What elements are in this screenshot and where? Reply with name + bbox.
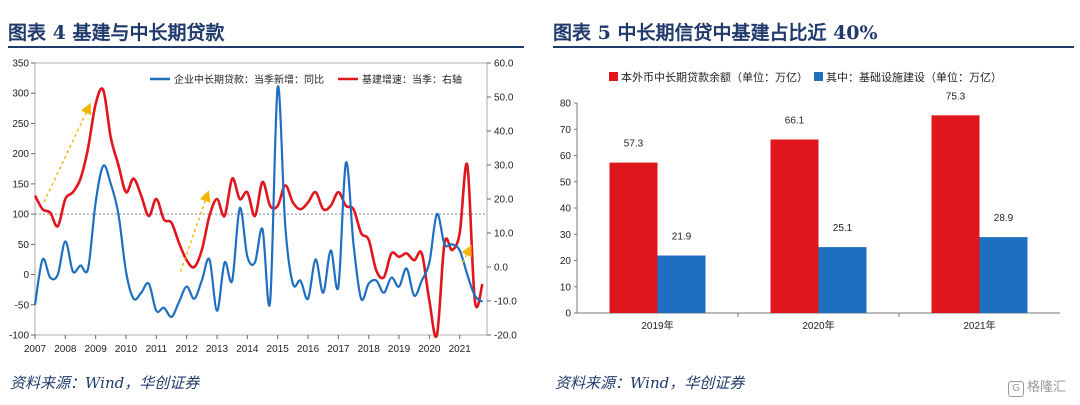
x-axis-tick-label: 2016 bbox=[297, 344, 320, 355]
infrastructure-loan-line-chart: -100 -50 0 50 100 150 200 250 300 350 -20.0 -10.0 0.… bbox=[9, 59, 517, 356]
x-axis-tick-label: 2008 bbox=[54, 344, 77, 355]
plot-frame bbox=[34, 62, 488, 336]
left-axis-tick-label: -50 bbox=[15, 300, 30, 311]
y-axis-tick-label: 80 bbox=[560, 99, 572, 110]
x-axis-tick-label: 2009 bbox=[85, 344, 108, 355]
bar-data-label: 25.1 bbox=[833, 223, 853, 234]
trend-arrow bbox=[179, 190, 211, 272]
left-axis-tick-label: 350 bbox=[12, 59, 29, 70]
trend-arrow bbox=[43, 102, 92, 203]
right-axis-tick-label: -20.0 bbox=[494, 331, 517, 342]
left-axis-tick-label: 50 bbox=[18, 240, 30, 251]
total-loan-bar bbox=[931, 115, 980, 314]
right-axis-tick-label: 0.0 bbox=[494, 263, 508, 274]
y-axis-tick-label: 50 bbox=[560, 177, 572, 188]
right-axis-tick-label: 30.0 bbox=[494, 161, 514, 172]
watermark-text: 格隆汇 bbox=[1026, 380, 1066, 395]
figure-4-panel: 图表 4 基建与中长期贷款 -100 -50 0 50 100 150 200 250 300 3… bbox=[0, 0, 530, 405]
right-axis-tick-label: -10.0 bbox=[494, 297, 517, 308]
total-loan-bar bbox=[609, 162, 658, 313]
figure-4-source: 资料来源：Wind，华创证券 bbox=[10, 374, 200, 392]
figure-5-title-rule bbox=[553, 46, 1074, 48]
right-axis-tick-label: 20.0 bbox=[494, 195, 514, 206]
legend-label: 企业中长期贷款：当季新增：同比 bbox=[174, 73, 324, 86]
infrastructure-bar bbox=[657, 255, 706, 313]
watermark-logo-icon: G bbox=[1007, 381, 1024, 397]
figure-4-title-rule bbox=[8, 46, 524, 48]
y-axis-tick-label: 30 bbox=[560, 230, 572, 241]
x-axis-tick-label: 2015 bbox=[267, 344, 290, 355]
x-axis-tick-label: 2019 bbox=[388, 344, 411, 355]
loan-yoy-series-line bbox=[33, 85, 484, 319]
x-axis-category-label: 2019年 bbox=[641, 319, 673, 332]
legend-label: 其中：基础设施建设（单位：万亿） bbox=[826, 70, 1002, 84]
infrastructure-bar bbox=[979, 237, 1028, 313]
left-axis-tick-label: 0 bbox=[23, 270, 29, 281]
left-axis-tick-label: 200 bbox=[12, 149, 29, 160]
infrastructure-bar bbox=[818, 247, 867, 313]
bar-data-label: 28.9 bbox=[994, 213, 1014, 224]
bar-data-label: 57.3 bbox=[624, 139, 644, 150]
y-axis-tick-label: 60 bbox=[560, 151, 572, 162]
x-axis-category-label: 2021年 bbox=[963, 319, 995, 332]
x-axis-tick-label: 2017 bbox=[327, 344, 350, 355]
legend-swatch bbox=[609, 72, 618, 81]
legend-label: 本外币中长期贷款余额（单位：万亿） bbox=[621, 70, 808, 84]
right-axis-tick-label: 60.0 bbox=[494, 59, 514, 70]
bar-data-label: 66.1 bbox=[785, 115, 805, 126]
x-axis-tick-label: 2020 bbox=[418, 344, 441, 355]
trend-arrow bbox=[461, 244, 472, 263]
bar-data-label: 75.3 bbox=[946, 91, 966, 102]
watermark: G 格隆汇 bbox=[1007, 376, 1066, 397]
left-axis-tick-label: 150 bbox=[12, 179, 29, 190]
medium-long-loan-bar-chart: 0 10 20 30 40 50 60 70 80 2019年 57.3 21.9 2020年 66.1 2… bbox=[560, 70, 1060, 332]
x-axis-tick-label: 2010 bbox=[115, 344, 138, 355]
x-axis-tick-label: 2011 bbox=[146, 344, 168, 355]
left-axis-tick-label: 100 bbox=[12, 210, 29, 221]
figure-5-title: 图表 5 中长期信贷中基建占比近 40% bbox=[553, 22, 878, 44]
x-axis-tick-label: 2007 bbox=[24, 344, 47, 355]
x-axis-category-label: 2020年 bbox=[802, 319, 834, 332]
x-axis-tick-label: 2012 bbox=[176, 344, 199, 355]
left-axis-tick-label: -100 bbox=[9, 331, 29, 342]
total-loan-bar bbox=[770, 139, 819, 313]
figure-5-panel: 图表 5 中长期信贷中基建占比近 40% 0 10 20 30 40 50 60 70 80 20… bbox=[545, 0, 1080, 405]
figure-5-source: 资料来源：Wind，华创证券 bbox=[555, 374, 745, 392]
right-axis-tick-label: 10.0 bbox=[494, 229, 514, 240]
bar-data-label: 21.9 bbox=[672, 232, 692, 243]
y-axis-tick-label: 10 bbox=[560, 282, 572, 293]
left-axis-tick-label: 250 bbox=[12, 119, 29, 130]
x-axis-tick-label: 2021 bbox=[449, 344, 472, 355]
legend-label: 基建增速：当季：右轴 bbox=[362, 73, 462, 86]
right-axis-tick-label: 50.0 bbox=[494, 93, 514, 104]
x-axis-tick-label: 2013 bbox=[206, 344, 229, 355]
legend-swatch bbox=[814, 72, 823, 81]
x-axis-tick-label: 2014 bbox=[236, 344, 259, 355]
right-axis-tick-label: 40.0 bbox=[494, 127, 514, 138]
x-axis-tick-label: 2018 bbox=[358, 344, 381, 355]
y-axis-tick-label: 0 bbox=[565, 309, 571, 320]
figure-4-title: 图表 4 基建与中长期贷款 bbox=[8, 22, 225, 44]
infrastructure-growth-series-line bbox=[33, 87, 484, 339]
y-axis-tick-label: 70 bbox=[560, 125, 572, 136]
y-axis-tick-label: 20 bbox=[560, 256, 572, 267]
y-axis-tick-label: 40 bbox=[560, 204, 572, 215]
left-axis-tick-label: 300 bbox=[12, 89, 29, 100]
